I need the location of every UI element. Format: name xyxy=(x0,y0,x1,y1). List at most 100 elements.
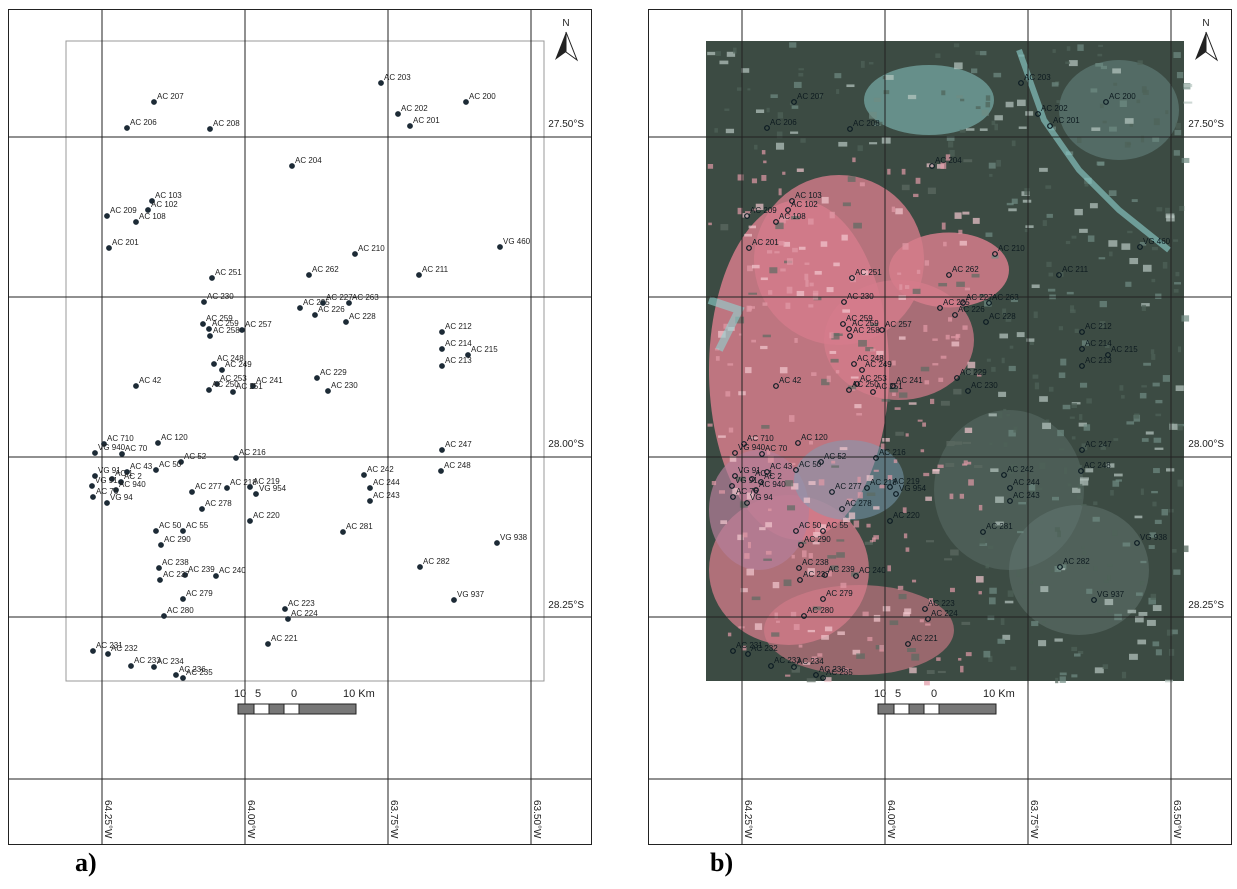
site-label: AC 236 xyxy=(819,665,846,674)
site-marker xyxy=(416,272,422,278)
site-marker xyxy=(793,528,799,534)
site-marker xyxy=(161,613,167,619)
site-label: AC 203 xyxy=(384,73,411,82)
site-label: AC 228 xyxy=(989,312,1016,321)
site-marker xyxy=(793,467,799,473)
site-marker xyxy=(1007,498,1013,504)
site-marker xyxy=(773,219,779,225)
site-label: VG 91 xyxy=(95,476,118,485)
site-marker xyxy=(847,126,853,132)
site-label: AC 213 xyxy=(445,356,472,365)
site-label: AC 76 xyxy=(96,487,119,496)
site-marker xyxy=(90,648,96,654)
site-label: AC 206 xyxy=(130,118,157,127)
site-marker xyxy=(157,577,163,583)
svg-text:5: 5 xyxy=(895,688,901,700)
site-marker xyxy=(764,469,770,475)
site-label: AC 251 xyxy=(855,268,882,277)
site-marker xyxy=(124,125,130,131)
site-marker xyxy=(764,125,770,131)
site-marker xyxy=(367,498,373,504)
site-marker xyxy=(753,487,759,493)
site-label: AC 243 xyxy=(1013,491,1040,500)
site-marker xyxy=(314,375,320,381)
site-marker xyxy=(497,244,503,250)
site-label: AC 216 xyxy=(879,448,906,457)
svg-text:0: 0 xyxy=(931,688,937,700)
site-marker xyxy=(199,506,205,512)
site-marker xyxy=(849,275,855,281)
site-marker xyxy=(741,441,747,447)
site-label: AC 218 xyxy=(870,478,897,487)
site-marker xyxy=(451,597,457,603)
graticule xyxy=(649,10,1231,844)
map-frame-a: 27.50°S 28.00°S 28.25°S 64.25°W 64.00°W 63.75… xyxy=(9,10,591,844)
site-marker xyxy=(90,494,96,500)
site-label: AC 257 xyxy=(245,320,272,329)
site-label: AC 236 xyxy=(179,665,206,674)
site-marker xyxy=(201,299,207,305)
site-label: AC 241 xyxy=(896,376,923,385)
site-marker xyxy=(797,577,803,583)
site-label: AC 201 xyxy=(1053,116,1080,125)
site-marker xyxy=(253,491,259,497)
site-marker xyxy=(960,300,966,306)
site-label: AC 259 xyxy=(846,314,873,323)
site-marker xyxy=(840,321,846,327)
site-label: AC 50 xyxy=(159,521,182,530)
site-marker xyxy=(1079,447,1085,453)
site-marker xyxy=(1105,352,1111,358)
site-label: AC 232 xyxy=(751,644,778,653)
svg-text:0: 0 xyxy=(291,688,297,700)
site-marker xyxy=(463,99,469,105)
site-marker xyxy=(247,484,253,490)
site-label: AC 50 xyxy=(159,460,182,469)
site-label: AC 52 xyxy=(184,452,207,461)
site-marker xyxy=(213,573,219,579)
site-marker xyxy=(732,473,738,479)
site-label: AC 263 xyxy=(352,293,379,302)
site-label: AC 108 xyxy=(779,212,806,221)
site-marker xyxy=(732,450,738,456)
site-marker xyxy=(829,489,835,495)
site-label: AC 227 xyxy=(966,293,993,302)
site-marker xyxy=(156,565,162,571)
site-marker xyxy=(211,361,217,367)
lon-label-0: 64.25°W xyxy=(742,800,753,839)
site-marker xyxy=(200,321,206,327)
site-label: AC 278 xyxy=(205,499,232,508)
site-label: AC 220 xyxy=(893,511,920,520)
site-label: AC 279 xyxy=(186,589,213,598)
scale-bar: 10 5 0 10 Km xyxy=(874,688,1015,715)
site-label: AC 76 xyxy=(736,487,759,496)
site-label: AC 290 xyxy=(164,535,191,544)
site-marker xyxy=(180,528,186,534)
site-label: AC 226 xyxy=(318,305,345,314)
site-label: AC 50 xyxy=(799,521,822,530)
lat-label-0: 27.50°S xyxy=(1188,119,1224,130)
site-label: AC 262 xyxy=(952,265,979,274)
site-marker xyxy=(417,564,423,570)
site-marker xyxy=(494,540,500,546)
site-marker xyxy=(465,352,471,358)
site-marker xyxy=(219,367,225,373)
site-label: AC 120 xyxy=(801,433,828,442)
site-marker xyxy=(813,672,819,678)
site-marker xyxy=(744,500,750,506)
site-label: AC 42 xyxy=(139,376,162,385)
site-marker xyxy=(209,275,215,281)
site-label: AC 239 xyxy=(188,565,215,574)
lat-label-0: 27.50°S xyxy=(548,119,584,130)
site-marker xyxy=(439,346,445,352)
site-label: AC 210 xyxy=(358,244,385,253)
site-marker xyxy=(206,387,212,393)
site-label: AC 229 xyxy=(960,368,987,377)
site-label: AC 233 xyxy=(134,656,161,665)
site-label: VG 94 xyxy=(750,493,773,502)
site-label: AC 251 xyxy=(236,382,263,391)
site-label: AC 281 xyxy=(986,522,1013,531)
site-label: AC 250 xyxy=(212,380,239,389)
site-label: AC 204 xyxy=(935,156,962,165)
site-label: AC 281 xyxy=(346,522,373,531)
site-marker xyxy=(297,305,303,311)
